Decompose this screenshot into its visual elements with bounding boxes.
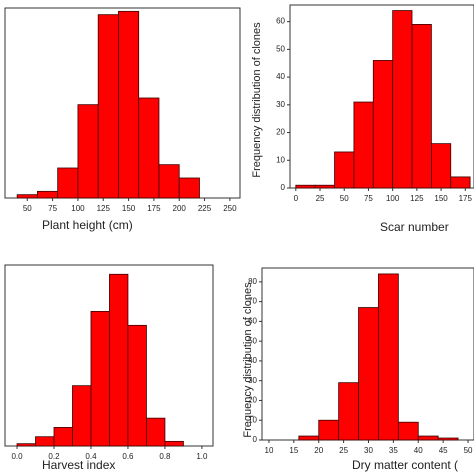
y-tick-label: 50 bbox=[248, 336, 257, 345]
x-tick-label: 0.8 bbox=[159, 452, 171, 461]
y-tick-label: 60 bbox=[248, 316, 257, 325]
y-tick-label: 10 bbox=[248, 415, 257, 424]
y-tick-label: 20 bbox=[248, 396, 257, 405]
y-tick-label: 0 bbox=[281, 183, 286, 192]
x-tick-label: 50 bbox=[340, 194, 349, 203]
x-tick-label: 0.0 bbox=[11, 452, 23, 461]
bar bbox=[178, 177, 200, 199]
x-tick-label: 100 bbox=[386, 194, 400, 203]
bar bbox=[146, 417, 166, 447]
bar bbox=[16, 443, 36, 447]
bar bbox=[450, 176, 471, 189]
bar bbox=[127, 324, 147, 447]
bar bbox=[372, 60, 394, 189]
y-tick-label: 70 bbox=[248, 297, 257, 306]
x-tick-label: 50 bbox=[464, 446, 473, 455]
x-tick-label: 10 bbox=[265, 446, 274, 455]
x-tick-label: 100 bbox=[71, 204, 85, 213]
bar bbox=[57, 167, 79, 199]
x-tick-label: 15 bbox=[289, 446, 298, 455]
x-tick-label: 75 bbox=[48, 204, 57, 213]
bar bbox=[338, 382, 359, 441]
y-tick-label: 20 bbox=[276, 128, 285, 137]
bar bbox=[392, 10, 413, 189]
bar bbox=[358, 307, 379, 441]
x-tick-label: 45 bbox=[439, 446, 448, 455]
bar bbox=[378, 273, 399, 441]
bar bbox=[77, 104, 99, 199]
bar bbox=[318, 419, 340, 441]
y-tick-label: 40 bbox=[248, 356, 257, 365]
bar bbox=[16, 194, 38, 199]
x-tick-label: 0.2 bbox=[48, 452, 60, 461]
x-tick-label: 225 bbox=[198, 204, 212, 213]
x-axis-label: Dry matter content ( bbox=[352, 458, 458, 472]
bar bbox=[314, 184, 335, 189]
y-tick-label: 50 bbox=[276, 44, 285, 53]
x-tick-label: 125 bbox=[97, 204, 111, 213]
y-tick-label: 80 bbox=[248, 277, 257, 286]
y-axis-label: Frequency distribution of clones bbox=[242, 282, 254, 438]
y-tick-label: 10 bbox=[276, 155, 285, 164]
y-tick-label: 30 bbox=[276, 100, 285, 109]
x-tick-label: 175 bbox=[147, 204, 161, 213]
x-tick-label: 25 bbox=[339, 446, 348, 455]
y-axis-label: Frequency distribution of clones bbox=[251, 22, 263, 178]
bar bbox=[109, 273, 129, 447]
bar bbox=[298, 435, 320, 441]
x-tick-label: 125 bbox=[410, 194, 424, 203]
bar bbox=[430, 143, 452, 189]
x-tick-label: 0.4 bbox=[85, 452, 97, 461]
x-axis-label: Harvest index bbox=[42, 458, 115, 472]
x-axis-label: Plant height (cm) bbox=[42, 218, 133, 232]
x-tick-label: 50 bbox=[23, 204, 32, 213]
x-tick-label: 1.0 bbox=[196, 452, 208, 461]
bar bbox=[164, 440, 184, 447]
x-tick-label: 175 bbox=[459, 194, 473, 203]
bar bbox=[90, 311, 110, 447]
y-tick-label: 60 bbox=[276, 17, 285, 26]
bar bbox=[97, 14, 119, 199]
bar bbox=[417, 435, 439, 441]
x-tick-label: 200 bbox=[173, 204, 187, 213]
x-tick-label: 0 bbox=[294, 194, 299, 203]
x-tick-label: 40 bbox=[414, 446, 423, 455]
x-tick-label: 150 bbox=[122, 204, 136, 213]
bar bbox=[72, 385, 92, 447]
bar bbox=[158, 164, 180, 199]
bar bbox=[437, 437, 459, 441]
y-tick-label: 30 bbox=[248, 376, 257, 385]
y-tick-label: 40 bbox=[276, 72, 285, 81]
x-axis-label: Scar number bbox=[380, 220, 449, 234]
bar bbox=[37, 190, 59, 199]
x-tick-label: 0.6 bbox=[122, 452, 134, 461]
y-tick-label: 0 bbox=[253, 435, 258, 444]
bar bbox=[334, 151, 355, 189]
bar bbox=[53, 427, 73, 447]
bar bbox=[353, 101, 374, 189]
x-tick-label: 20 bbox=[314, 446, 323, 455]
bar bbox=[411, 24, 432, 189]
x-tick-label: 250 bbox=[223, 204, 237, 213]
bar bbox=[118, 10, 140, 199]
x-tick-label: 150 bbox=[434, 194, 448, 203]
x-tick-label: 75 bbox=[364, 194, 373, 203]
x-tick-label: 25 bbox=[316, 194, 325, 203]
bar bbox=[138, 97, 160, 199]
bar bbox=[397, 421, 419, 441]
x-tick-label: 35 bbox=[389, 446, 398, 455]
bar bbox=[295, 184, 316, 189]
bar bbox=[35, 436, 55, 447]
x-tick-label: 30 bbox=[364, 446, 373, 455]
